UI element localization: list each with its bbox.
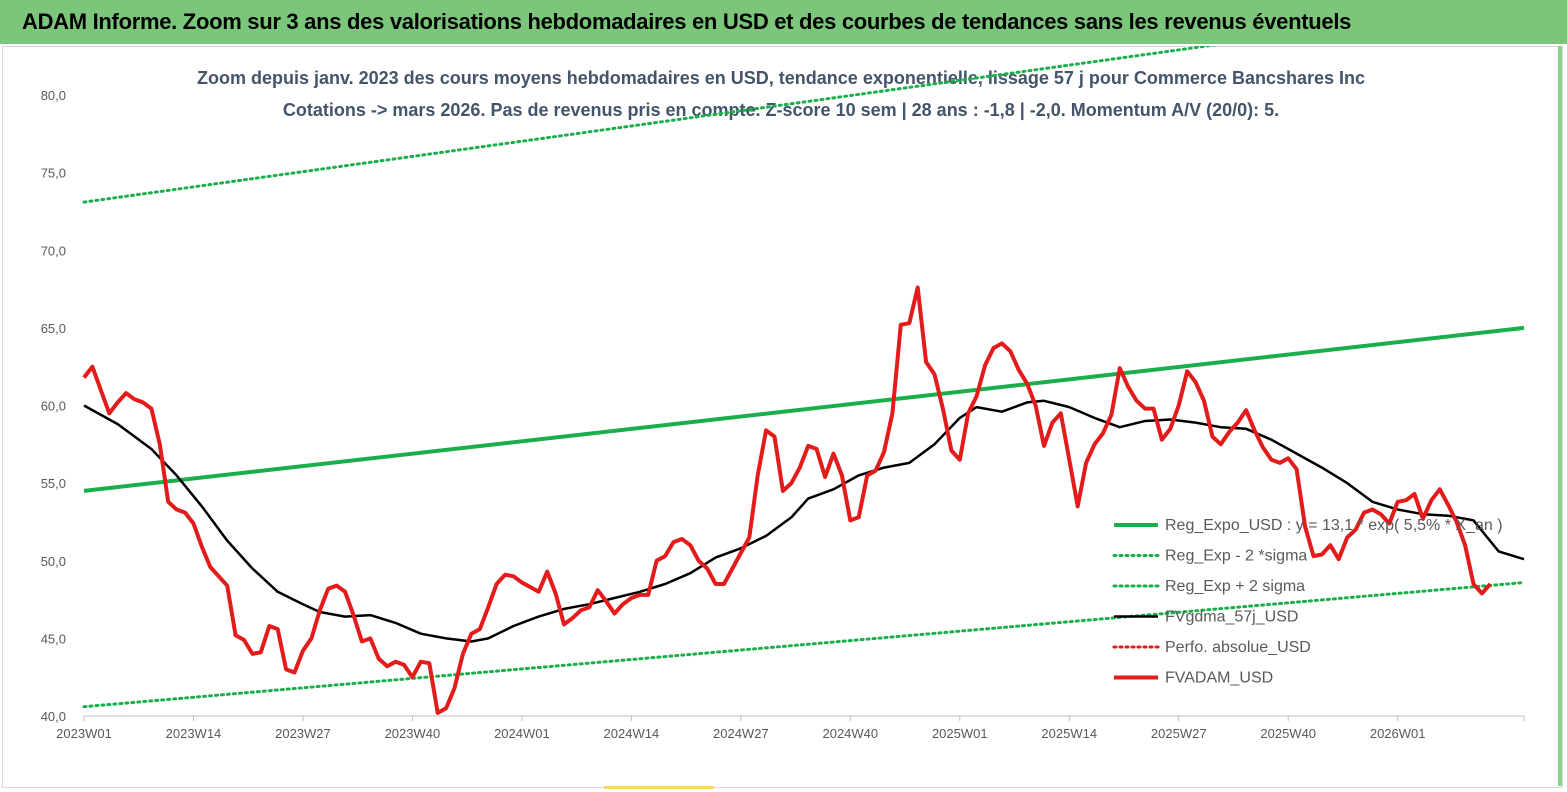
x-tick-label: 2024W01 [494,726,550,741]
y-tick-label: 70,0 [41,243,66,258]
series-line-reg-expo-usd-y-13-1-exp- [83,325,1525,493]
series-line-reg-exp-2-sigma [82,46,1218,204]
y-tick-label: 80,0 [41,88,66,103]
legend-label: FVgdma_57j_USD [1165,609,1298,626]
chart-subtitle-line-2: Cotations -> mars 2026. Pas de revenus p… [283,100,1279,120]
y-tick-label: 40,0 [41,709,66,724]
x-tick-label: 2023W27 [275,726,331,741]
y-tick-label: 60,0 [41,399,66,414]
x-tick-label: 2023W01 [56,726,112,741]
axes: 40,0 45,0 50,0 55,0 60,0 65,0 70,0 75,0 80,0 2023… [41,88,1525,741]
y-tick-label: 50,0 [41,554,66,569]
x-tick-label: 2024W14 [604,726,660,741]
bottom-edge-accent [604,786,714,789]
y-tick-label: 65,0 [41,321,66,336]
x-tick-label: 2025W01 [932,726,988,741]
legend-label: Reg_Exp - 2 *sigma [1165,548,1307,565]
legend-label: FVADAM_USD [1165,670,1273,687]
report-banner: ADAM Informe. Zoom sur 3 ans des valoris… [0,0,1567,44]
x-tick-label: 2024W27 [713,726,769,741]
y-tick-label: 75,0 [41,166,66,181]
y-tick-label: 55,0 [41,476,66,491]
subtitle-background-1 [216,66,1346,92]
x-tick-label: 2023W14 [166,726,222,741]
x-tick-label: 2025W27 [1151,726,1207,741]
x-tick-label: 2025W14 [1041,726,1097,741]
legend: Reg_Expo_USD : y = 13,1 * exp( 5,5% * X_… [1112,517,1503,687]
chart-subtitle-line-1: Zoom depuis janv. 2023 des cours moyens … [197,68,1365,88]
right-edge-accent [1558,46,1562,786]
x-tick-label: 2023W40 [385,726,441,741]
legend-label: Reg_Exp + 2 sigma [1165,578,1305,595]
x-tick-label: 2025W40 [1260,726,1316,741]
series-line-fvgdma-57j-usd [83,399,1525,643]
legend-label: Reg_Expo_USD : y = 13,1 * exp( 5,5% * X_… [1165,517,1503,534]
subtitle-background-2 [280,96,1282,124]
report-title: ADAM Informe. Zoom sur 3 ans des valoris… [22,9,1352,34]
legend-label: Perfo. absolue_USD [1165,639,1311,656]
series-line-reg-exp-2-sigma [82,581,1526,709]
x-tick-label: 2024W40 [822,726,878,741]
x-tick-label: 2026W01 [1370,726,1426,741]
y-tick-label: 45,0 [41,631,66,646]
series-layer [82,46,1526,715]
series-line-fvadam-usd [82,285,1492,715]
chart-frame [2,46,1563,788]
